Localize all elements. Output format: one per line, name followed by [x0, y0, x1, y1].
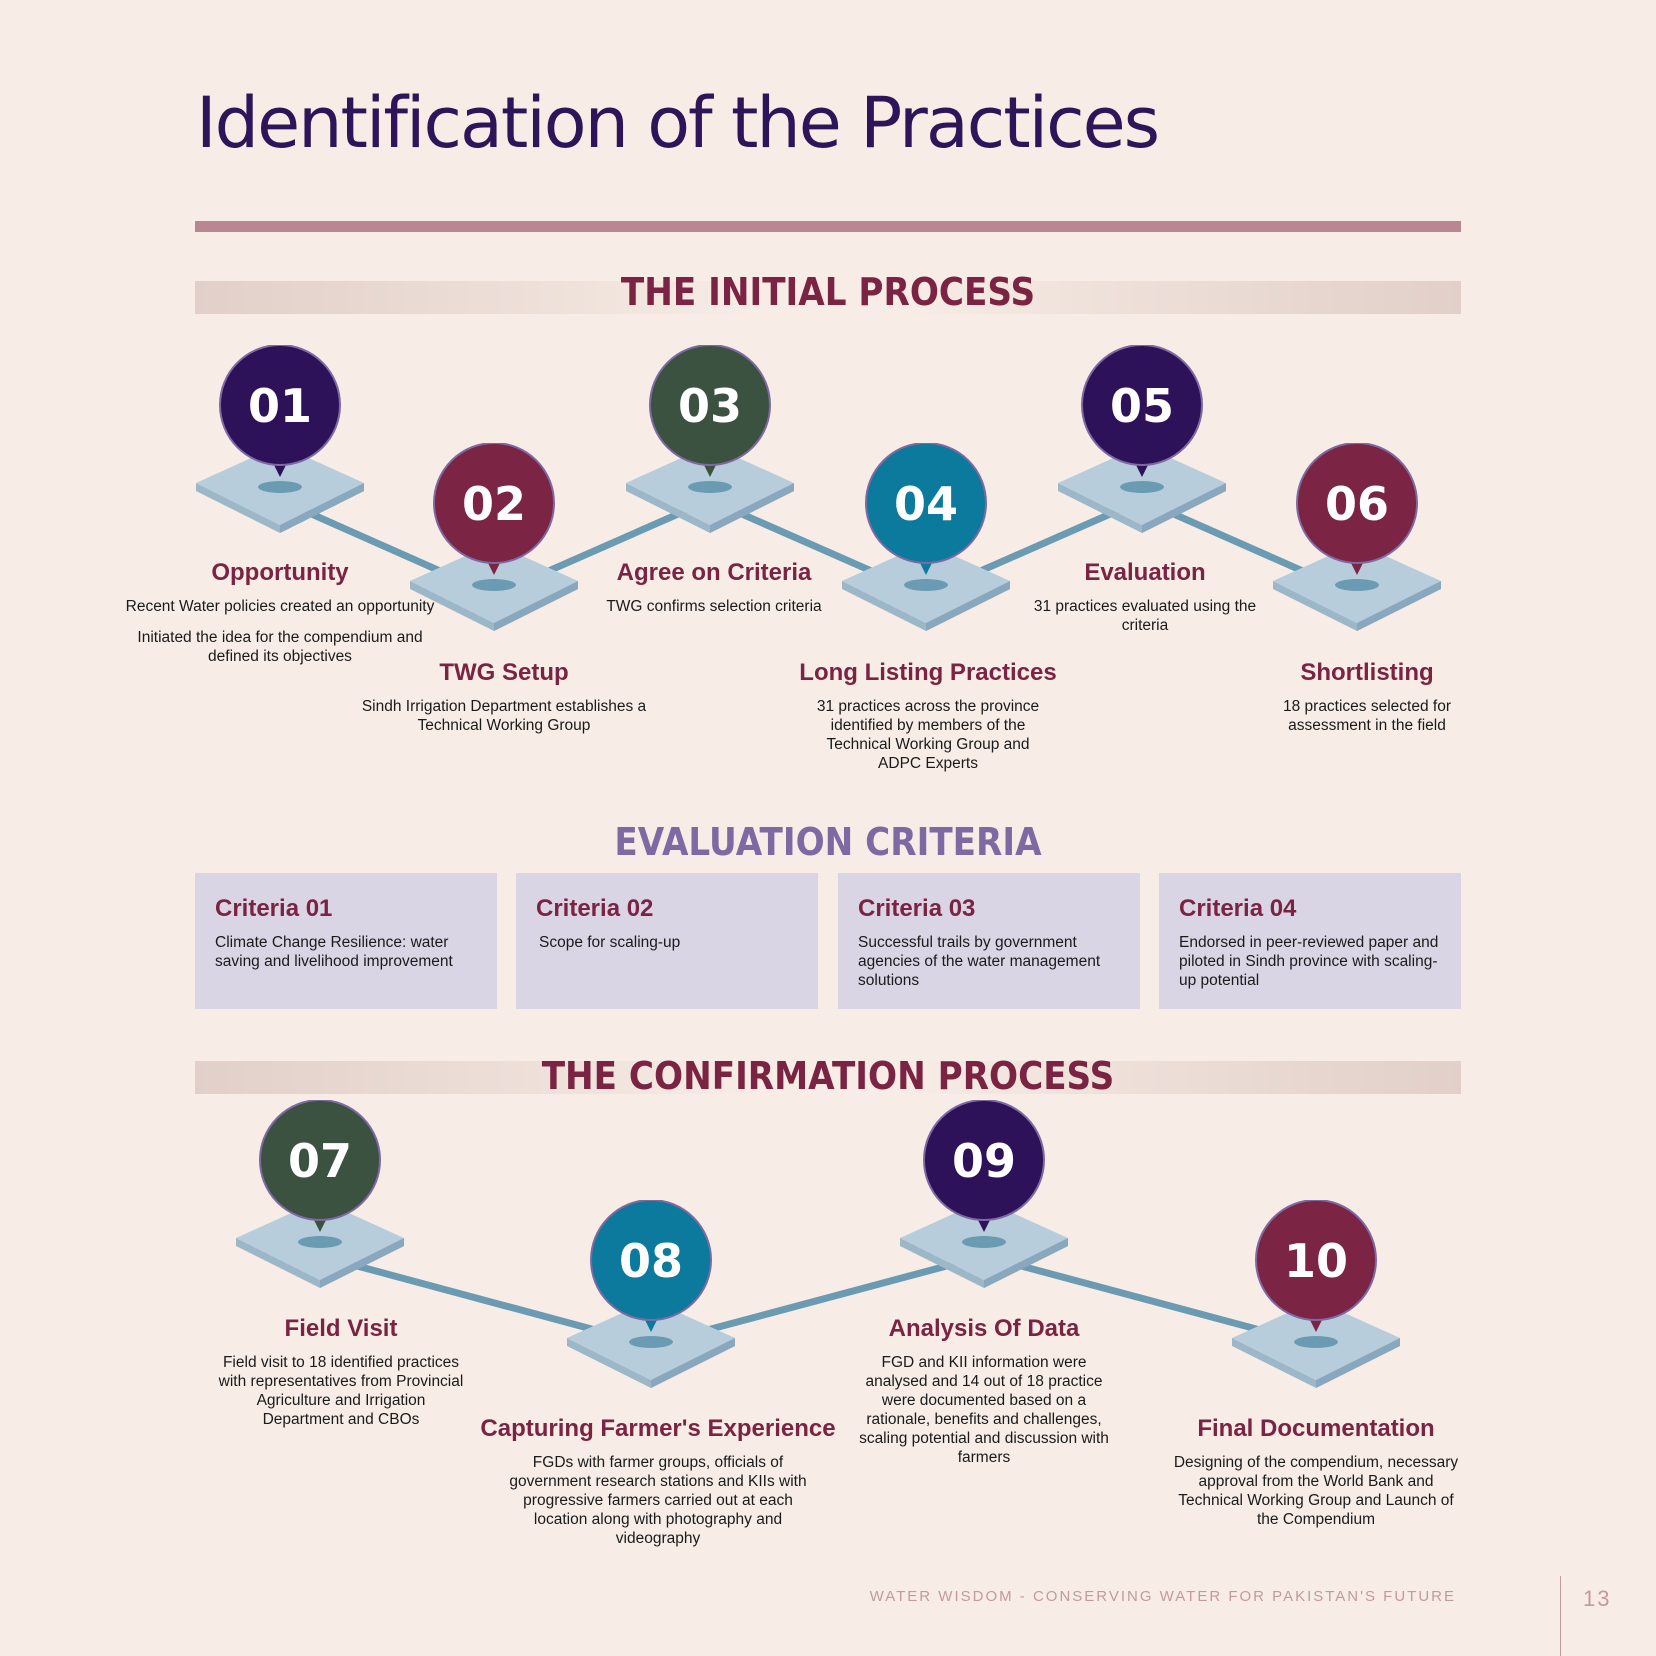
pin [433, 443, 555, 575]
evaluation-criteria-heading: EVALUATION CRITERIA [614, 820, 1042, 864]
step-04-title: Long Listing Practices [799, 659, 1057, 686]
step-09-marker: 09 [900, 1100, 1068, 1288]
pin [1255, 1200, 1377, 1332]
step-05-marker: 05 [1058, 345, 1226, 533]
confirmation-process-heading: THE CONFIRMATION PROCESS [541, 1054, 1115, 1098]
criteria-card-description: Successful trails by government agencies… [858, 934, 1101, 989]
step-09-title: Analysis Of Data [888, 1315, 1080, 1342]
step-number: 06 [1325, 477, 1389, 531]
step-02-marker: 02 [410, 443, 578, 631]
step-06-description: 18 practices selected for assessment in … [1257, 697, 1477, 747]
criteria-card-title: Criteria 02 [536, 895, 654, 922]
criteria-card-02: Criteria 02 Scope for scaling-up [516, 873, 818, 1009]
step-number: 05 [1110, 379, 1174, 433]
pin [259, 1100, 381, 1232]
step-08-marker: 08 [567, 1200, 735, 1388]
step-07-description-line: Field visit to 18 identified practices w… [218, 1354, 464, 1428]
step-01-marker: 01 [196, 345, 364, 533]
pin [1081, 345, 1203, 477]
step-10-description-line: Designing of the compendium, necessary a… [1173, 1454, 1459, 1528]
platform [567, 1300, 735, 1388]
criteria-card-description: Climate Change Resilience: water saving … [215, 934, 453, 970]
step-05-description-line: 31 practices evaluated using the criteri… [1033, 598, 1257, 634]
criteria-card-01: Criteria 01 Climate Change Resilience: w… [195, 873, 497, 1009]
footer-divider [1560, 1576, 1561, 1656]
platform [900, 1200, 1068, 1288]
platform [1232, 1300, 1400, 1388]
step-03-marker: 03 [626, 345, 794, 533]
pin [649, 345, 771, 477]
step-number: 04 [894, 477, 958, 531]
step-number: 09 [952, 1134, 1016, 1188]
step-09-description: FGD and KII information were analysed an… [854, 1353, 1114, 1479]
step-08-title: Capturing Farmer's Experience [480, 1415, 836, 1442]
criteria-card-title: Criteria 01 [215, 895, 333, 922]
step-number: 01 [248, 379, 312, 433]
page-number: 13 [1583, 1586, 1612, 1611]
pin [1296, 443, 1418, 575]
pin [219, 345, 341, 477]
platform [842, 543, 1010, 631]
criteria-card-description: Scope for scaling-up [539, 934, 681, 951]
step-07-description: Field visit to 18 identified practices w… [216, 1353, 466, 1441]
platform [1273, 543, 1441, 631]
step-number: 08 [619, 1234, 683, 1288]
criteria-card-title: Criteria 04 [1179, 895, 1297, 922]
step-02-description: Sindh Irrigation Department establishes … [344, 697, 664, 747]
step-10-title: Final Documentation [1197, 1415, 1435, 1442]
platform [196, 445, 364, 533]
step-03-description-line: TWG confirms selection criteria [606, 598, 822, 615]
step-03-title: Agree on Criteria [616, 559, 812, 586]
initial-process-band [195, 281, 1461, 314]
criteria-card-title: Criteria 03 [858, 895, 976, 922]
step-09-description-line: FGD and KII information were analysed an… [859, 1354, 1109, 1466]
step-04-description-line: 31 practices across the province identif… [816, 698, 1040, 772]
step-04-marker: 04 [842, 443, 1010, 631]
step-06-title: Shortlisting [1300, 659, 1434, 686]
step-01-description: Recent Water policies created an opportu… [120, 597, 440, 678]
criteria-card-04: Criteria 04 Endorsed in peer-reviewed pa… [1159, 873, 1461, 1009]
platform [1058, 445, 1226, 533]
criteria-card-description: Endorsed in peer-reviewed paper and pilo… [1179, 934, 1439, 989]
step-number: 10 [1284, 1234, 1348, 1288]
step-10-description: Designing of the compendium, necessary a… [1171, 1453, 1461, 1541]
step-01-title: Opportunity [211, 559, 349, 586]
step-02-title: TWG Setup [439, 659, 569, 686]
step-08-description: FGDs with farmer groups, officials of go… [503, 1453, 813, 1560]
criteria-card-03: Criteria 03 Successful trails by governm… [838, 873, 1140, 1009]
step-number: 02 [462, 477, 526, 531]
footer-text: WATER WISDOM - CONSERVING WATER FOR PAKI… [869, 1588, 1456, 1605]
step-05-title: Evaluation [1084, 559, 1206, 586]
step-06-marker: 06 [1273, 443, 1441, 631]
step-07-title: Field Visit [284, 1315, 398, 1342]
platform [410, 543, 578, 631]
step-03-description: TWG confirms selection criteria [554, 597, 874, 628]
step-07-marker: 07 [236, 1100, 404, 1288]
step-01-description-line: Recent Water policies created an opportu… [125, 598, 435, 615]
step-10-marker: 10 [1232, 1200, 1400, 1388]
initial-process-heading: THE INITIAL PROCESS [620, 270, 1036, 314]
title-divider [195, 221, 1461, 232]
step-05-description: 31 practices evaluated using the criteri… [1025, 597, 1265, 647]
pin [865, 443, 987, 575]
platform [236, 1200, 404, 1288]
step-08-description-line: FGDs with farmer groups, officials of go… [509, 1454, 807, 1547]
step-04-description: 31 practices across the province identif… [808, 697, 1048, 785]
step-02-description-line: Sindh Irrigation Department establishes … [361, 698, 647, 734]
confirmation-process-band [195, 1061, 1461, 1094]
pin [923, 1100, 1045, 1232]
pin [590, 1200, 712, 1332]
step-01-description-line: Initiated the idea for the compendium an… [137, 629, 423, 665]
page-title: Identification of the Practices [196, 82, 1160, 164]
platform [626, 445, 794, 533]
step-06-description-line: 18 practices selected for assessment in … [1282, 698, 1451, 734]
step-number: 03 [678, 379, 742, 433]
step-number: 07 [288, 1134, 352, 1188]
